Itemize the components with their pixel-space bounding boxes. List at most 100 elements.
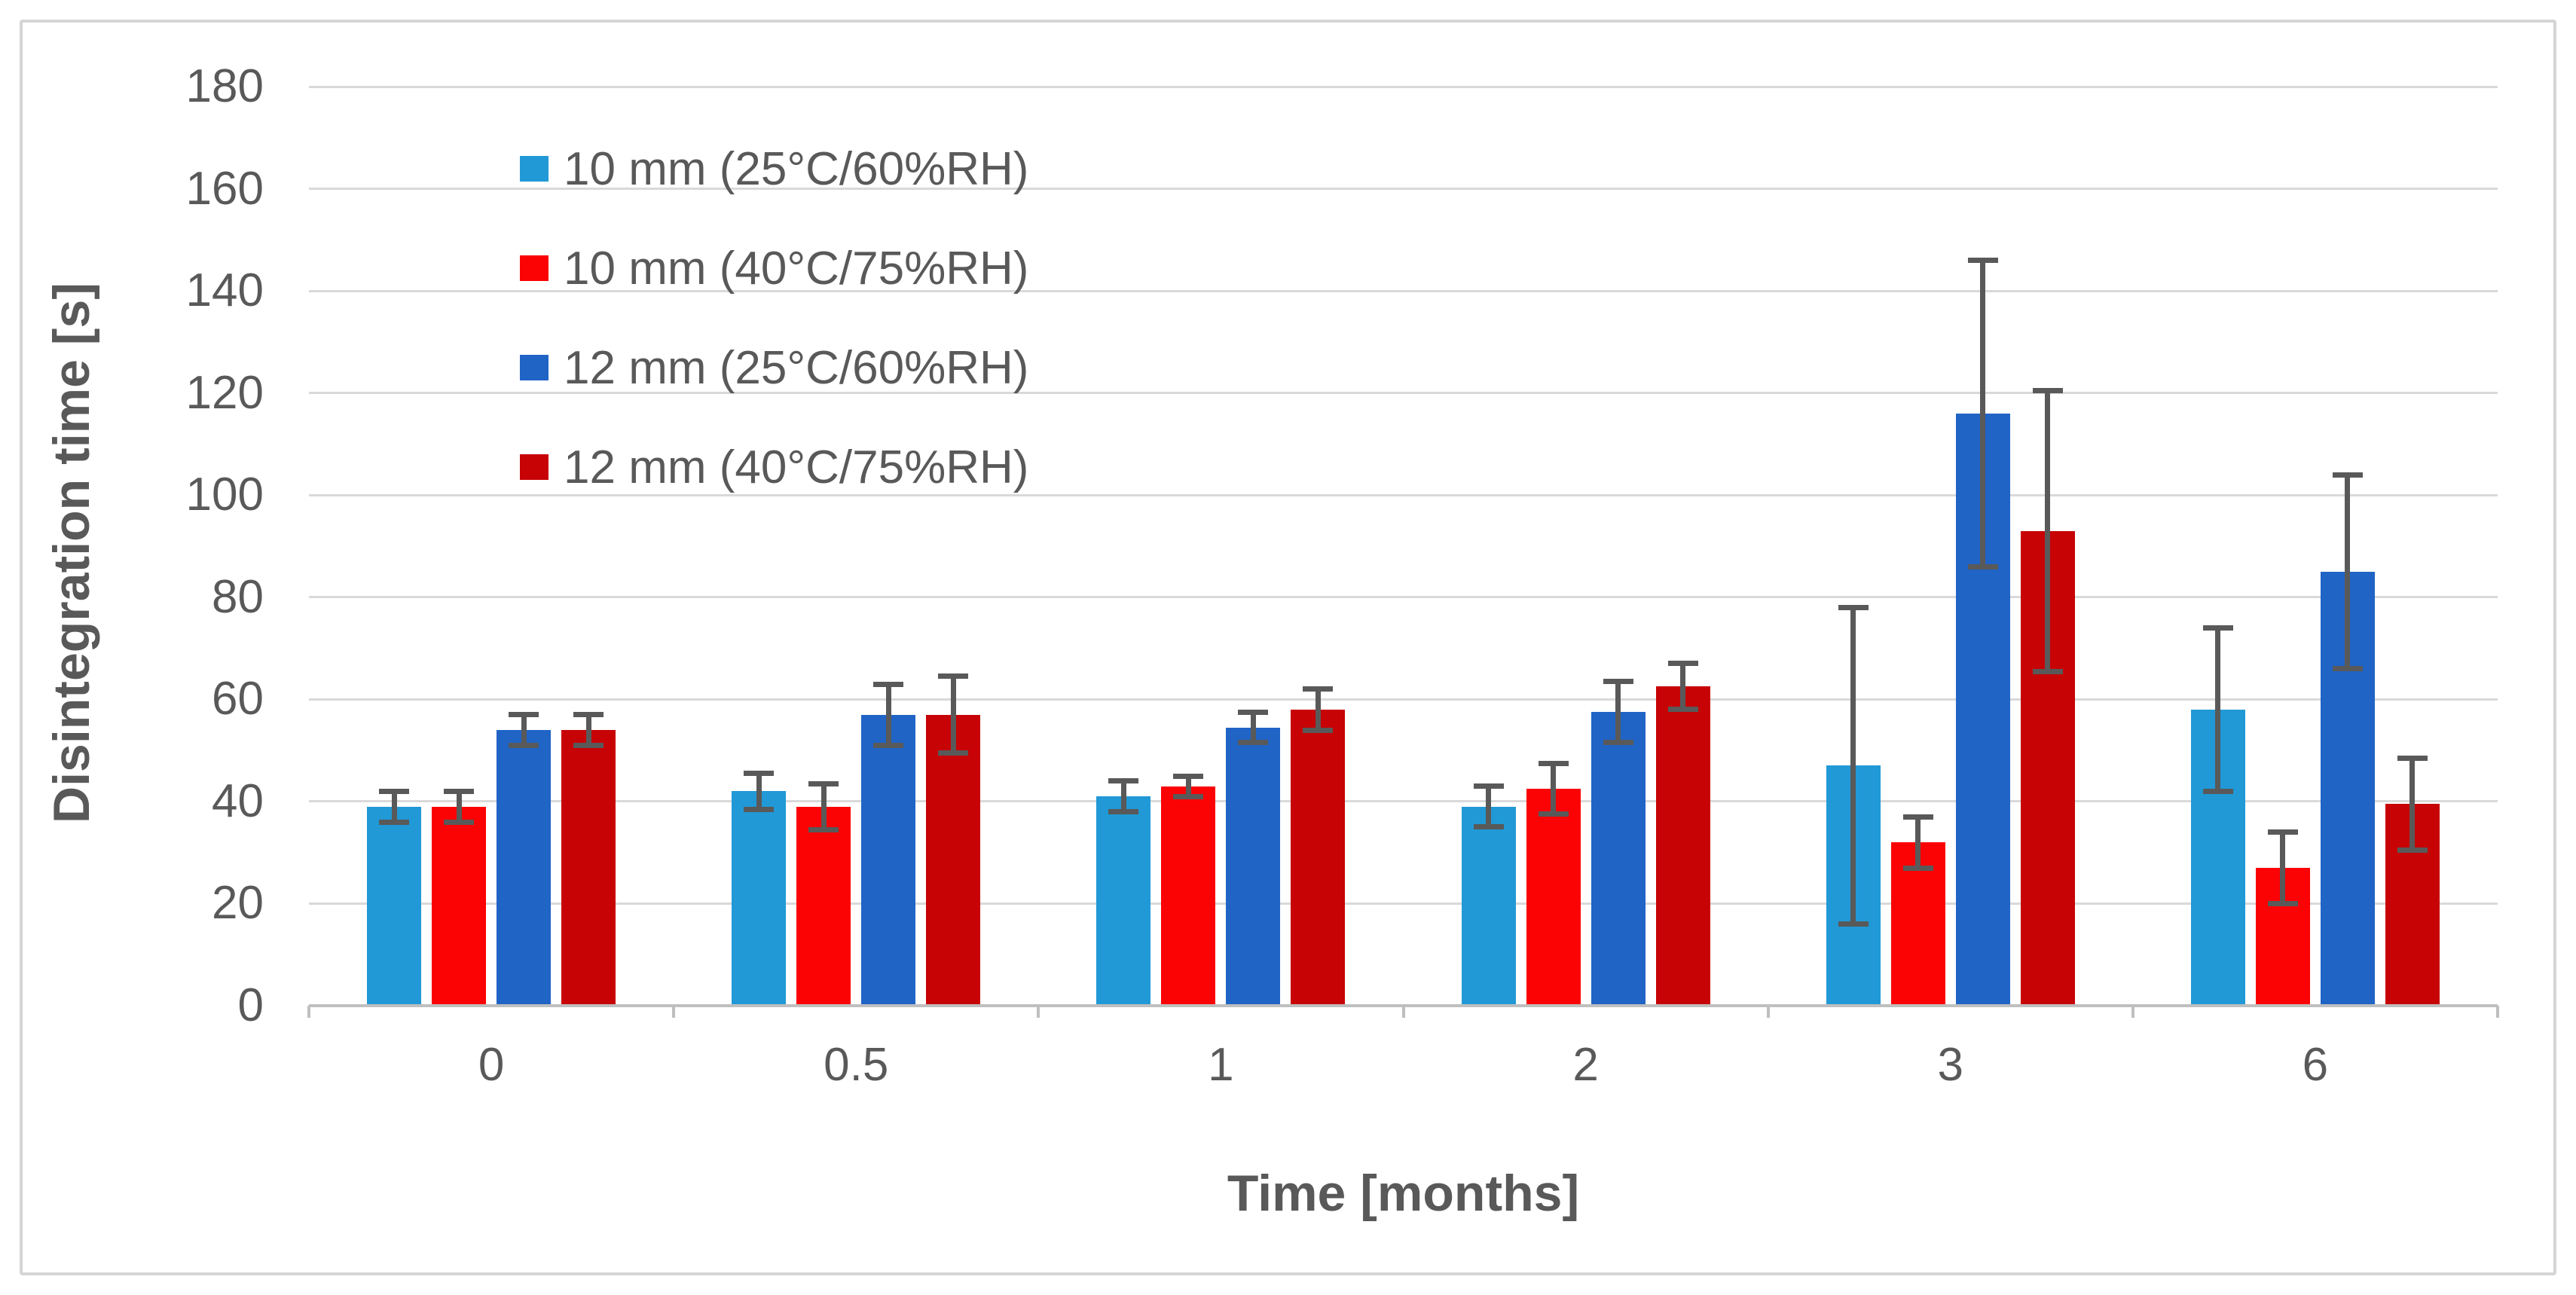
- error-bar-cap: [744, 806, 775, 812]
- error-bar-cap: [1173, 773, 1204, 779]
- bar: [561, 730, 616, 1006]
- error-bar-line: [1980, 260, 1986, 567]
- bar-group: [1404, 87, 1768, 1006]
- x-axis-tick: [2131, 1006, 2134, 1018]
- error-bar-cap: [1667, 707, 1698, 713]
- y-tick-label: 60: [212, 673, 264, 725]
- y-tick-label: 180: [185, 60, 264, 112]
- bar-group: [2133, 87, 2498, 1006]
- x-axis-tick: [1037, 1006, 1040, 1018]
- error-bar-line: [2045, 390, 2051, 672]
- error-bar-cap: [938, 673, 969, 680]
- error-bar-cap: [573, 712, 604, 718]
- error-bar-cap: [1967, 564, 1998, 570]
- error-bar-cap: [509, 712, 539, 718]
- bar-group: [1038, 87, 1403, 1006]
- error-bar-cap: [444, 788, 475, 794]
- error-bar-line: [1250, 712, 1256, 743]
- legend-swatch: [520, 156, 549, 182]
- error-bar-cap: [2032, 668, 2063, 674]
- bar: [1291, 709, 1346, 1006]
- gridline: [309, 800, 2498, 803]
- x-category-label: 1: [1208, 1039, 1234, 1091]
- legend-swatch: [520, 355, 549, 380]
- y-tick-label: 0: [237, 979, 264, 1031]
- error-bar-cap: [1238, 709, 1269, 715]
- error-bar-cap: [2202, 625, 2233, 631]
- error-bar-line: [1185, 776, 1191, 797]
- error-bar-line: [1680, 663, 1686, 710]
- y-tick-label: 160: [185, 162, 264, 215]
- plot-area: [307, 85, 2499, 1018]
- error-bar-cap: [379, 788, 410, 794]
- x-category-label: 0.5: [824, 1039, 889, 1091]
- error-bar-cap: [1902, 814, 1933, 820]
- x-category-label: 3: [1937, 1039, 1963, 1091]
- error-bar-cap: [873, 742, 904, 748]
- error-bar-cap: [1303, 727, 1334, 733]
- bar-group: [309, 87, 674, 1006]
- error-bar-cap: [1473, 824, 1504, 830]
- error-bar-line: [1551, 763, 1557, 814]
- gridline: [309, 85, 2498, 88]
- error-bar-cap: [808, 826, 839, 832]
- error-bar-line: [950, 676, 956, 753]
- legend-swatch: [520, 454, 549, 480]
- error-bar-line: [521, 714, 527, 746]
- bar: [1461, 806, 1516, 1006]
- error-bar-cap: [2332, 472, 2363, 478]
- error-bar-cap: [808, 780, 839, 786]
- error-bar-line: [1120, 780, 1126, 812]
- error-bar-line: [391, 791, 397, 822]
- error-bar-cap: [938, 750, 969, 756]
- error-bar-cap: [444, 819, 475, 825]
- error-bar-cap: [1667, 661, 1698, 667]
- gridline: [309, 596, 2498, 599]
- y-tick-label: 20: [212, 877, 264, 930]
- error-bar-cap: [744, 771, 775, 777]
- figure-border: [20, 20, 2556, 1275]
- error-bar-cap: [2267, 900, 2298, 906]
- gridline: [309, 902, 2498, 905]
- error-bar-cap: [1967, 257, 1998, 263]
- error-bar-line: [885, 684, 891, 746]
- error-bar-cap: [2032, 387, 2063, 393]
- bar-group: [1768, 87, 2133, 1006]
- error-bar-line: [2345, 475, 2351, 669]
- gridline: [309, 289, 2498, 292]
- y-tick-label: 100: [185, 469, 264, 521]
- x-axis-tick: [2496, 1006, 2499, 1018]
- legend-label: 10 mm (25°C/60%RH): [564, 142, 1029, 195]
- bar: [1226, 727, 1281, 1006]
- error-bar-line: [2215, 628, 2221, 792]
- bar: [796, 806, 851, 1006]
- legend-label: 10 mm (40°C/75%RH): [564, 242, 1029, 295]
- error-bar-cap: [573, 742, 604, 748]
- x-axis-tick: [307, 1006, 310, 1018]
- error-bar-cap: [1902, 865, 1933, 871]
- legend-item: 10 mm (25°C/60%RH): [520, 119, 1028, 218]
- x-category-label: 2: [1572, 1039, 1599, 1091]
- gridline: [309, 698, 2498, 701]
- error-bar-cap: [379, 819, 410, 825]
- bar: [1591, 712, 1646, 1006]
- legend-item: 10 mm (40°C/75%RH): [520, 218, 1028, 318]
- legend-item: 12 mm (40°C/75%RH): [520, 417, 1028, 517]
- error-bar-line: [1486, 786, 1492, 827]
- gridline: [309, 188, 2498, 191]
- error-bar-cap: [1538, 811, 1569, 817]
- legend-label: 12 mm (25°C/60%RH): [564, 341, 1029, 394]
- error-bar-cap: [1238, 740, 1269, 746]
- x-axis-tick: [1401, 1006, 1405, 1018]
- legend-label: 12 mm (40°C/75%RH): [564, 441, 1029, 493]
- error-bar-line: [1850, 607, 1856, 924]
- error-bar-line: [2280, 832, 2286, 904]
- bar: [1526, 788, 1581, 1006]
- error-bar-cap: [873, 681, 904, 687]
- bar: [1096, 796, 1151, 1006]
- error-bar-line: [1615, 681, 1621, 743]
- error-bar-cap: [1838, 921, 1869, 927]
- bar: [497, 730, 552, 1006]
- x-axis-tick: [672, 1006, 676, 1018]
